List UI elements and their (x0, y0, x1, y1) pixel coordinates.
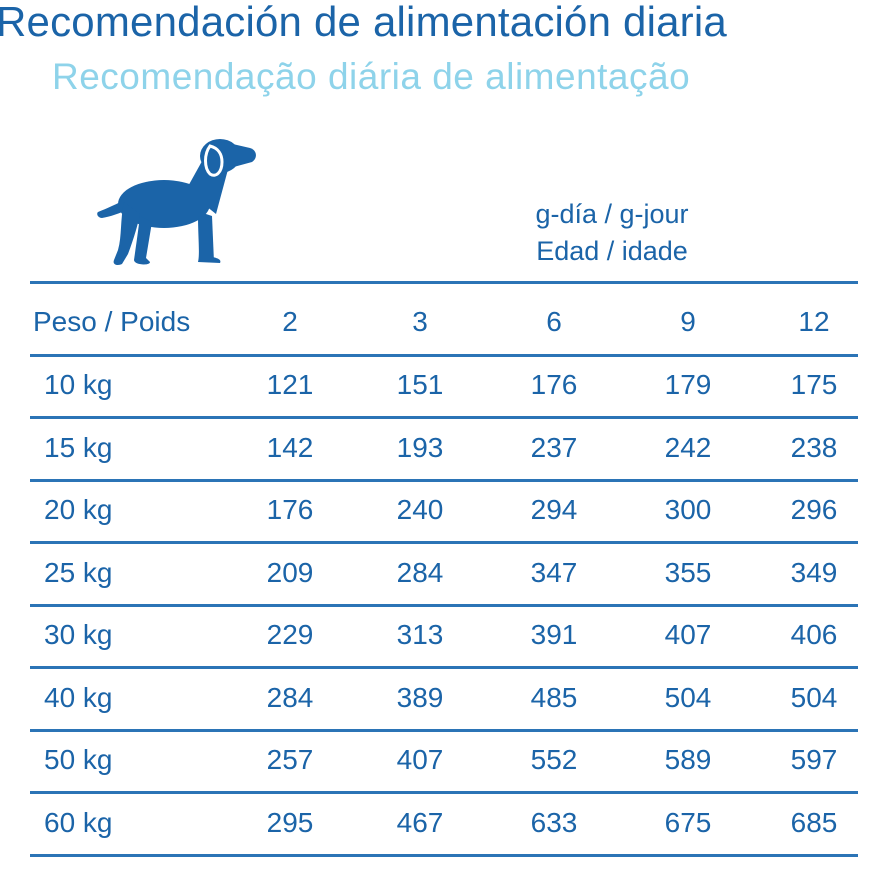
value-cell: 229 (266, 619, 314, 650)
dog-silhouette-icon (97, 139, 256, 265)
weight-cell: 25 kg (44, 556, 113, 588)
value-cell: 294 (530, 494, 578, 525)
table-rule (30, 603, 858, 607)
value-cell: 296 (790, 494, 838, 525)
age-column-header: 6 (546, 306, 562, 337)
table-row: 10 kg 121 151 176 179 175 (0, 355, 880, 415)
table-rule (30, 728, 858, 732)
table-rule (30, 853, 858, 857)
table-row: 40 kg 284 389 485 504 504 (0, 668, 880, 728)
value-cell: 485 (530, 681, 578, 713)
age-column-header: 12 (798, 306, 830, 337)
value-cell: 552 (530, 744, 578, 775)
value-cell: 406 (790, 619, 838, 650)
value-cell: 467 (396, 806, 444, 838)
value-cell: 347 (530, 556, 578, 588)
value-cell: 355 (664, 556, 712, 588)
unit-label: g-día / g-jour (535, 199, 689, 229)
value-cell: 121 (266, 369, 314, 400)
weight-cell: 20 kg (44, 494, 113, 525)
value-cell: 257 (266, 744, 314, 775)
value-cell: 284 (266, 681, 314, 713)
value-cell: 175 (790, 369, 838, 400)
weight-cell: 10 kg (44, 369, 113, 400)
age-column-header: 2 (282, 306, 298, 337)
table-rule (30, 353, 858, 357)
page-title: Recomendación de alimentación diaria (0, 0, 727, 45)
value-cell: 685 (790, 806, 838, 838)
value-cell: 407 (664, 619, 712, 650)
value-cell: 179 (664, 369, 712, 400)
value-cell: 151 (396, 369, 444, 400)
table-rule (30, 281, 858, 284)
table-rule (30, 416, 858, 419)
value-cell: 295 (266, 806, 314, 838)
value-cell: 504 (664, 681, 712, 713)
weight-cell: 15 kg (44, 431, 113, 463)
value-cell: 237 (530, 431, 578, 463)
table-row: 15 kg 142 193 237 242 238 (0, 418, 880, 478)
value-cell: 349 (790, 556, 838, 588)
value-cell: 633 (530, 806, 578, 838)
weight-cell: 50 kg (44, 744, 113, 775)
age-column-header: 3 (412, 306, 428, 337)
table-row: 60 kg 295 467 633 675 685 (0, 793, 880, 853)
table-row: 25 kg 209 284 347 355 349 (0, 543, 880, 603)
value-cell: 176 (530, 369, 578, 400)
value-cell: 238 (790, 431, 838, 463)
weight-cell: 30 kg (44, 619, 113, 650)
value-cell: 142 (266, 431, 314, 463)
value-cell: 389 (396, 681, 444, 713)
table-rule (30, 541, 858, 544)
table-row: 20 kg 176 240 294 300 296 (0, 480, 880, 540)
weight-cell: 60 kg (44, 806, 113, 838)
table-rule (30, 666, 858, 669)
weight-cell: 40 kg (44, 681, 113, 713)
table-rule (30, 478, 858, 482)
value-cell: 391 (530, 619, 578, 650)
weight-column-header: Peso / Poids (33, 306, 191, 337)
table-rule (30, 791, 858, 794)
value-cell: 504 (790, 681, 838, 713)
value-cell: 313 (396, 619, 444, 650)
value-cell: 597 (790, 744, 838, 775)
page-subtitle: Recomendação diária de alimentação (52, 56, 691, 97)
table-row: 50 kg 257 407 552 589 597 (0, 730, 880, 790)
table-row: 30 kg 229 313 391 407 406 (0, 605, 880, 665)
value-cell: 240 (396, 494, 444, 525)
value-cell: 176 (266, 494, 314, 525)
value-cell: 300 (664, 494, 712, 525)
value-cell: 589 (664, 744, 712, 775)
value-cell: 242 (664, 431, 712, 463)
table-header-row: Peso / Poids 2 3 6 9 12 (0, 292, 880, 352)
value-cell: 193 (396, 431, 444, 463)
value-cell: 284 (396, 556, 444, 588)
age-label: Edad / idade (536, 236, 688, 266)
value-cell: 407 (396, 744, 444, 775)
value-cell: 209 (266, 556, 314, 588)
age-column-header: 9 (680, 306, 696, 337)
value-cell: 675 (664, 806, 712, 838)
